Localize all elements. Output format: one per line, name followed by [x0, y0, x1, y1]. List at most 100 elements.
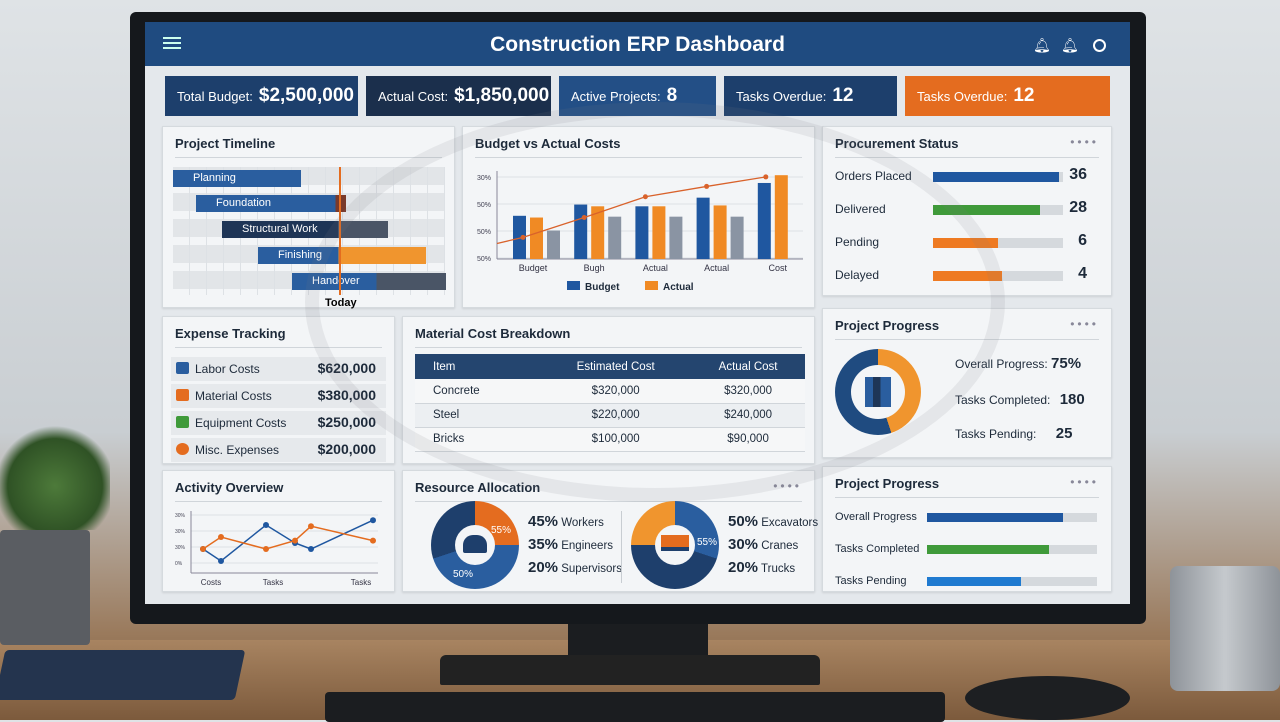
- plus-circle-icon: [176, 443, 189, 455]
- monitor-base: [440, 655, 820, 685]
- expense-row: Equipment Costs $250,000: [171, 411, 386, 435]
- kpi-value: 8: [666, 85, 678, 106]
- kpi-label: Actual Cost:: [378, 88, 449, 104]
- x-tick-label: Tasks: [263, 578, 283, 587]
- label: Tasks Pending:: [955, 427, 1037, 441]
- task-label: Foundation: [216, 197, 272, 209]
- more-icon[interactable]: ••••: [1070, 135, 1099, 149]
- hamburger-icon[interactable]: [163, 37, 181, 49]
- progress-row: Tasks Pending: [835, 575, 1099, 587]
- kpi-tasks-overdue-alert: Tasks Overdue: 12: [905, 76, 1110, 116]
- progress-fill: [933, 205, 1040, 215]
- x-tick-label: Tasks: [351, 578, 371, 587]
- kpi-total-budget: Total Budget: $2,500,000: [165, 76, 358, 116]
- bell-icon[interactable]: 🔔︎: [1061, 37, 1079, 53]
- kpi-value: $2,500,000: [258, 85, 354, 106]
- gantt-bar-planning[interactable]: Planning: [173, 170, 301, 187]
- bell-icon[interactable]: 🔔︎: [1033, 37, 1051, 53]
- resource-name: Excavators: [761, 517, 819, 529]
- row-value: 4: [1078, 265, 1087, 282]
- donut-label: 55%: [697, 537, 718, 548]
- task-label: Finishing: [278, 249, 323, 261]
- row-label: Material Costs: [195, 389, 272, 403]
- workers-donut: 55% 50%: [431, 501, 519, 589]
- y-tick-label: 30%: [175, 545, 186, 551]
- kpi-label: Total Budget:: [177, 88, 253, 104]
- progress-fill: [927, 545, 1050, 554]
- resource-name: Engineers: [561, 540, 614, 552]
- dashboard-screen: Construction ERP Dashboard 🔔︎ 🔔︎ Total B…: [145, 22, 1130, 604]
- card-title: Project Progress: [835, 476, 940, 491]
- equipment-donut: 55%: [631, 501, 719, 589]
- kpi-label: Active Projects:: [571, 88, 661, 104]
- task-label: Planning: [193, 172, 236, 184]
- percent: 35%: [528, 536, 559, 553]
- label: Tasks Completed:: [955, 393, 1051, 407]
- data-point: [218, 558, 224, 564]
- plant: [0, 420, 110, 530]
- progress-fill: [933, 172, 1060, 182]
- kpi-value: 12: [1013, 85, 1035, 106]
- kpi-label: Tasks Overdue:: [736, 88, 827, 104]
- resource-label: 45% Workers: [528, 513, 604, 530]
- data-point: [263, 546, 269, 552]
- progress-fill: [927, 577, 1021, 586]
- watermark: [305, 102, 1005, 502]
- gantt-bar-foundation[interactable]: Foundation: [196, 195, 346, 212]
- data-point: [370, 537, 376, 544]
- mouse: [965, 676, 1130, 720]
- keyboard: [325, 692, 945, 722]
- kpi-actual-cost: Actual Cost: $1,850,000: [366, 76, 551, 116]
- data-point: [218, 534, 224, 540]
- people-icon: [463, 535, 487, 553]
- row-label: Misc. Expenses: [195, 443, 280, 457]
- activity-chart: 30% 30% 30% 0% Costs Tasks Tasks: [175, 511, 378, 587]
- overall-progress-value: 75%: [1051, 355, 1082, 372]
- row-label: Labor Costs: [195, 362, 260, 376]
- percent: 45%: [528, 513, 559, 530]
- row-value: $200,000: [317, 441, 376, 457]
- data-point: [308, 523, 314, 530]
- expense-row: Misc. Expenses $200,000: [171, 438, 386, 462]
- data-point: [263, 522, 269, 528]
- clock-icon[interactable]: [1093, 39, 1106, 52]
- plant-pot: [0, 530, 90, 645]
- kpi-value: $1,850,000: [454, 85, 550, 106]
- more-icon[interactable]: ••••: [1070, 475, 1099, 489]
- tasks-completed-value: 180: [1059, 391, 1085, 408]
- progress-fill: [927, 513, 1063, 522]
- project-progress-bars-card: Project Progress •••• Overall Progress Tas…: [822, 466, 1112, 592]
- resource-label: 20% Supervisors: [528, 559, 622, 576]
- resource-name: Cranes: [761, 540, 799, 552]
- data-point: [292, 537, 298, 544]
- row-label: Tasks Pending: [835, 575, 907, 587]
- excavator-icon: [661, 535, 689, 551]
- page-title: Construction ERP Dashboard: [490, 33, 785, 56]
- task-label: Structural Work: [242, 223, 318, 235]
- more-icon[interactable]: ••••: [1070, 317, 1099, 331]
- tasks-pending-value: 25: [1055, 425, 1073, 442]
- notebook: [0, 650, 246, 700]
- resource-label: 30% Cranes: [728, 536, 798, 553]
- kpi-label: Tasks Overdue:: [917, 88, 1008, 104]
- header-bar: Construction ERP Dashboard 🔔︎ 🔔︎: [145, 22, 1130, 66]
- y-tick-label: 30%: [175, 513, 186, 519]
- briefcase-icon: [176, 362, 189, 374]
- data-point: [308, 546, 314, 552]
- row-value: 28: [1069, 199, 1087, 216]
- row-label: Equipment Costs: [195, 416, 287, 430]
- card-title: Activity Overview: [175, 480, 284, 495]
- activity-overview-card: Activity Overview 30% 30% 30% 0% Costs Tasks T…: [162, 470, 395, 592]
- percent: 30%: [728, 536, 759, 553]
- resource-label: 35% Engineers: [528, 536, 613, 553]
- card-title: Expense Tracking: [175, 326, 286, 341]
- y-tick-label: 30%: [175, 529, 186, 535]
- card-title: Project Timeline: [175, 136, 276, 151]
- equipment-icon: [176, 416, 189, 428]
- progress-row: Tasks Completed: [835, 543, 1099, 555]
- data-point: [200, 546, 206, 552]
- percent: 20%: [528, 559, 559, 576]
- series-line: [202, 519, 374, 562]
- resource-name: Workers: [561, 517, 604, 529]
- row-value: 36: [1069, 166, 1087, 183]
